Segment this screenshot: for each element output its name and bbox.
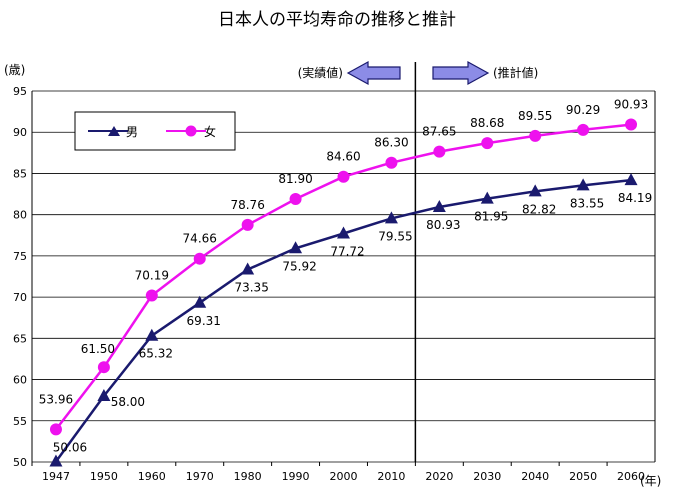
male-data-label: 84.19 — [618, 191, 652, 205]
female-point — [97, 361, 110, 374]
female-point — [385, 156, 398, 169]
x-tick-label: 2030 — [473, 470, 501, 483]
x-tick-label: 1960 — [138, 470, 166, 483]
male-data-label: 73.35 — [234, 280, 268, 294]
x-axis-unit-label: (年) — [640, 474, 661, 488]
legend: 男 女 — [74, 111, 236, 151]
female-data-label: 87.65 — [422, 125, 456, 139]
female-data-label: 84.60 — [326, 150, 360, 164]
projected-label: (推計値) — [493, 65, 538, 80]
female-data-label: 86.30 — [374, 136, 408, 150]
female-point — [481, 137, 494, 150]
female-data-label: 74.66 — [183, 232, 217, 246]
y-axis-unit-label: (歳) — [4, 63, 25, 77]
female-data-label: 81.90 — [278, 172, 312, 186]
female-data-label: 88.68 — [470, 116, 504, 130]
male-data-label: 65.32 — [139, 347, 173, 361]
female-data-label: 90.93 — [614, 98, 648, 112]
male-point — [193, 295, 207, 308]
male-data-label: 75.92 — [282, 259, 316, 273]
male-data-label: 81.95 — [474, 210, 508, 224]
y-tick-label: 65 — [13, 332, 27, 345]
x-tick-label: 2060 — [617, 470, 645, 483]
female-point — [577, 123, 590, 136]
female-point — [625, 118, 638, 131]
male-data-label: 82.82 — [522, 202, 556, 216]
x-tick-label: 2050 — [569, 470, 597, 483]
male-data-label: 77.72 — [330, 244, 364, 258]
legend-male-label: 男 — [126, 125, 138, 139]
y-tick-label: 90 — [13, 126, 27, 139]
male-data-label: 80.93 — [426, 218, 460, 232]
female-data-label: 89.55 — [518, 109, 552, 123]
male-point — [576, 178, 590, 191]
legend-female-marker — [185, 125, 197, 137]
x-tick-label: 1950 — [90, 470, 118, 483]
male-point — [49, 454, 63, 467]
male-point — [145, 328, 159, 341]
female-data-label: 78.76 — [230, 198, 264, 212]
series-line-male — [54, 178, 632, 463]
projected-arrow — [432, 60, 490, 86]
y-tick-label: 60 — [13, 374, 27, 387]
legend-male-marker — [108, 126, 120, 136]
female-data-label: 70.19 — [135, 269, 169, 283]
female-data-label: 53.96 — [39, 392, 73, 406]
male-point — [624, 173, 638, 186]
female-point — [241, 218, 254, 231]
male-point — [480, 191, 494, 204]
y-tick-label: 50 — [13, 456, 27, 469]
female-point — [289, 193, 302, 206]
female-point — [433, 145, 446, 158]
x-tick-label: 1990 — [282, 470, 310, 483]
x-tick-label: 2020 — [425, 470, 453, 483]
x-tick-label: 1980 — [234, 470, 262, 483]
y-tick-label: 85 — [13, 167, 27, 180]
male-point — [241, 262, 255, 275]
female-point — [337, 170, 350, 183]
male-data-label: 83.55 — [570, 196, 604, 210]
chart-title: 日本人の平均寿命の推移と推計 — [218, 10, 456, 30]
male-data-label: 79.55 — [378, 229, 412, 243]
female-data-label: 61.50 — [81, 342, 115, 356]
female-point — [529, 129, 542, 142]
actual-arrow — [346, 60, 401, 86]
y-tick-label: 55 — [13, 415, 27, 428]
female-point — [49, 423, 62, 436]
male-point — [289, 241, 303, 254]
legend-female-label: 女 — [204, 124, 216, 139]
male-data-label: 69.31 — [187, 314, 221, 328]
x-tick-label: 1947 — [42, 470, 70, 483]
y-tick-label: 95 — [13, 85, 27, 98]
y-tick-label: 70 — [13, 291, 27, 304]
x-tick-label: 1970 — [186, 470, 214, 483]
male-point — [97, 389, 111, 402]
male-point — [432, 199, 446, 212]
male-point — [337, 226, 350, 239]
x-tick-label: 2010 — [377, 470, 405, 483]
male-data-label: 50.06 — [53, 441, 87, 455]
x-tick-label: 2000 — [330, 470, 358, 483]
female-point — [145, 289, 158, 302]
male-data-label: 58.00 — [111, 395, 145, 409]
y-tick-label: 80 — [13, 209, 27, 222]
y-tick-label: 75 — [13, 250, 27, 263]
male-point — [528, 184, 542, 197]
female-data-label: 90.29 — [566, 103, 600, 117]
x-tick-label: 2040 — [521, 470, 549, 483]
female-point — [193, 252, 206, 265]
male-point — [384, 211, 398, 224]
actual-label: (実績値) — [298, 65, 343, 80]
